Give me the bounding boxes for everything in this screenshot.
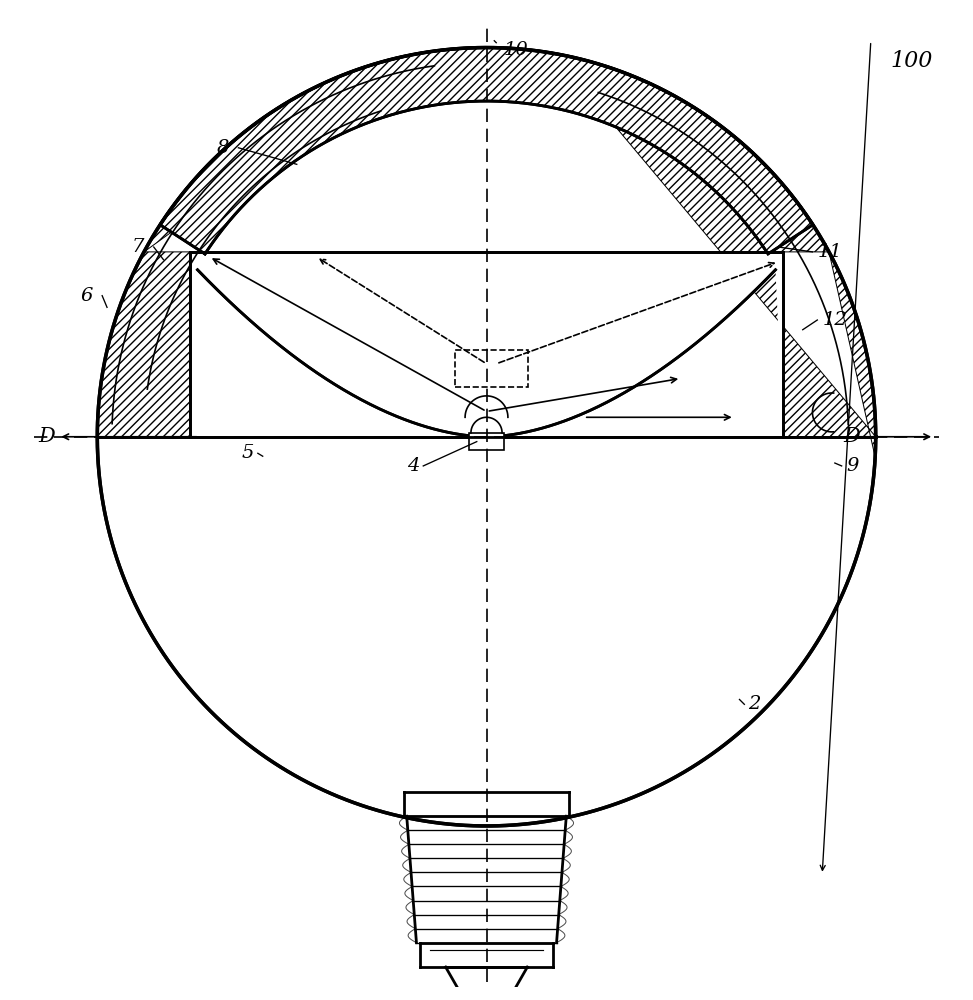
Text: 5: 5 — [242, 444, 254, 462]
Text: 100: 100 — [890, 50, 933, 72]
Text: 10: 10 — [504, 41, 528, 59]
Text: 2: 2 — [748, 695, 760, 713]
Text: 8: 8 — [216, 139, 229, 157]
Polygon shape — [161, 48, 812, 254]
Polygon shape — [554, 53, 876, 457]
Polygon shape — [190, 252, 486, 437]
Text: 12: 12 — [822, 311, 847, 329]
Bar — [455, 350, 527, 387]
Text: D: D — [843, 427, 860, 446]
Text: D: D — [38, 427, 55, 446]
Text: 6: 6 — [80, 287, 92, 305]
Polygon shape — [97, 53, 419, 457]
Bar — [469, 433, 504, 450]
Text: 4: 4 — [408, 457, 419, 475]
Text: 9: 9 — [847, 457, 859, 475]
Polygon shape — [487, 252, 783, 437]
Text: 11: 11 — [817, 243, 842, 261]
Text: 7: 7 — [131, 238, 144, 256]
